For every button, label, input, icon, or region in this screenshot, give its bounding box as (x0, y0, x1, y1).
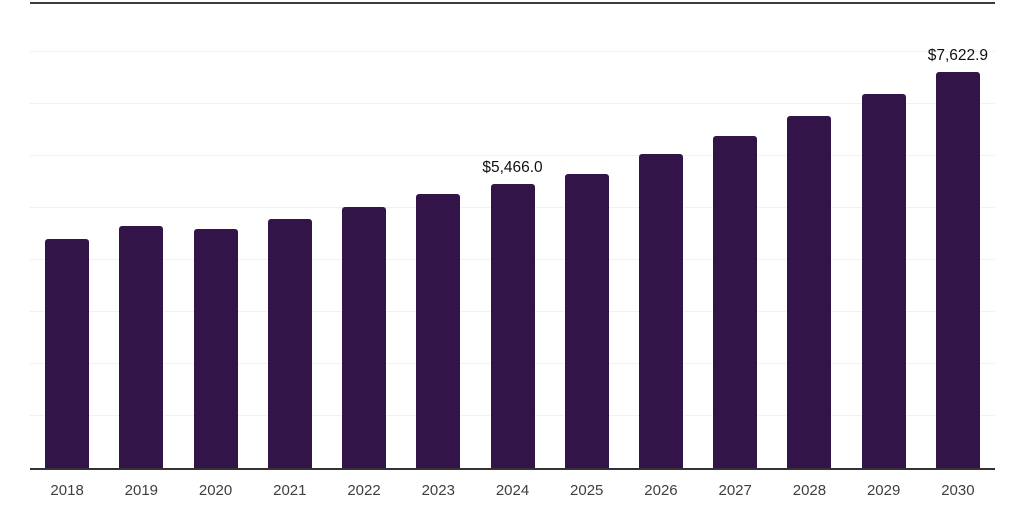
x-axis-label-2030: 2030 (941, 482, 975, 499)
x-axis-label-2022: 2022 (347, 482, 381, 499)
bar-2020 (193, 228, 238, 468)
x-axis-label-2021: 2021 (273, 482, 307, 499)
x-axis-label-2018: 2018 (50, 482, 84, 499)
data-label-2030: $7,622.9 (927, 46, 989, 64)
x-axis-label-2027: 2027 (718, 482, 752, 499)
bar-2024 (490, 183, 535, 468)
bar-2030 (935, 71, 980, 468)
x-axis-label-2026: 2026 (644, 482, 678, 499)
bar-2026 (638, 154, 683, 468)
bar-2028 (787, 116, 832, 468)
x-axis-label-2023: 2023 (421, 482, 455, 499)
x-axis-label-2025: 2025 (570, 482, 604, 499)
bar-2019 (119, 226, 164, 468)
x-axis-label-2019: 2019 (124, 482, 159, 499)
x-axis: 2018 2019 2020 2021 2022 2023 2024 2025 2026 2027… (30, 482, 995, 506)
gridline (30, 155, 995, 156)
plot-area: $5,466.0 $7,622.9 (30, 2, 995, 470)
data-label-2024: $5,466.0 (482, 158, 543, 176)
bar-2027 (713, 136, 758, 468)
bar-2029 (861, 94, 906, 468)
bar-2018 (45, 239, 90, 468)
bar-2022 (342, 206, 387, 468)
bar-2023 (416, 194, 461, 468)
x-axis-label-2029: 2029 (866, 482, 901, 499)
bar-2025 (564, 174, 609, 468)
gridline (30, 103, 995, 104)
x-axis-label-2020: 2020 (198, 482, 233, 499)
x-axis-label-2028: 2028 (792, 482, 827, 499)
bar-2021 (267, 219, 312, 468)
gridline (30, 51, 995, 52)
x-axis-label-2024: 2024 (495, 482, 530, 499)
